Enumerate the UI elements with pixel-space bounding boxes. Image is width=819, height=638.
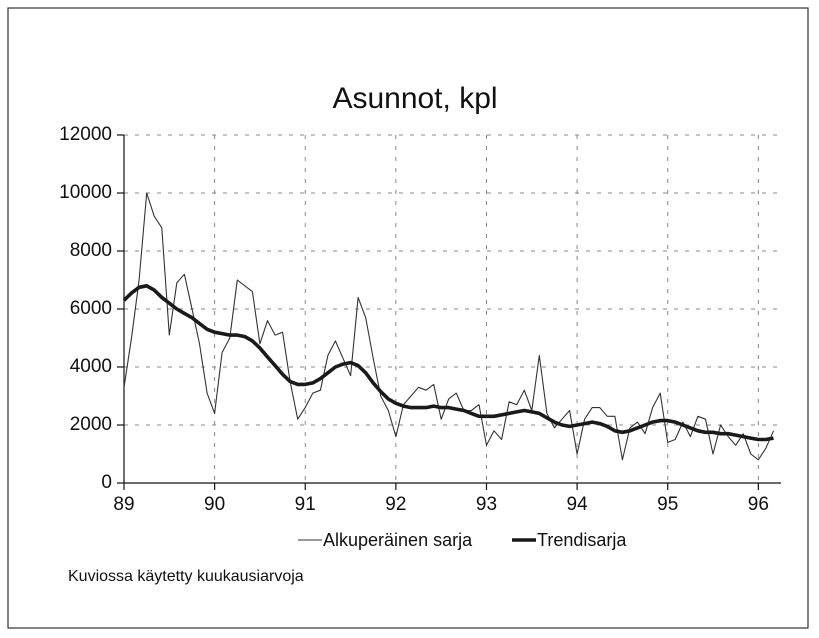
footnote: Kuviossa käytetty kuukausiarvoja <box>68 568 304 585</box>
y-tick-label: 10000 <box>59 182 112 203</box>
series-line <box>122 284 774 442</box>
x-tick-label: 93 <box>476 494 497 515</box>
y-tick-label: 8000 <box>70 240 112 261</box>
x-tick-label: 90 <box>204 494 225 515</box>
x-tick-label: 89 <box>113 494 134 515</box>
x-tick-label: 96 <box>748 494 769 515</box>
series-line <box>123 192 775 461</box>
y-tick-label: 4000 <box>70 356 112 377</box>
y-tick-label: 2000 <box>70 414 112 435</box>
x-tick-label: 92 <box>385 494 406 515</box>
y-tick-label: 12000 <box>59 124 112 145</box>
x-tick-label: 91 <box>295 494 316 515</box>
legend-label: Trendisarja <box>537 530 627 550</box>
chart-title: Asunnot, kpl <box>332 82 497 115</box>
y-tick-label: 0 <box>101 472 112 493</box>
frame <box>7 7 809 629</box>
legend-label: Alkuperäinen sarja <box>323 530 473 550</box>
y-tick-label: 6000 <box>70 298 112 319</box>
x-tick-label: 95 <box>657 494 678 515</box>
x-tick-label: 94 <box>567 494 589 515</box>
